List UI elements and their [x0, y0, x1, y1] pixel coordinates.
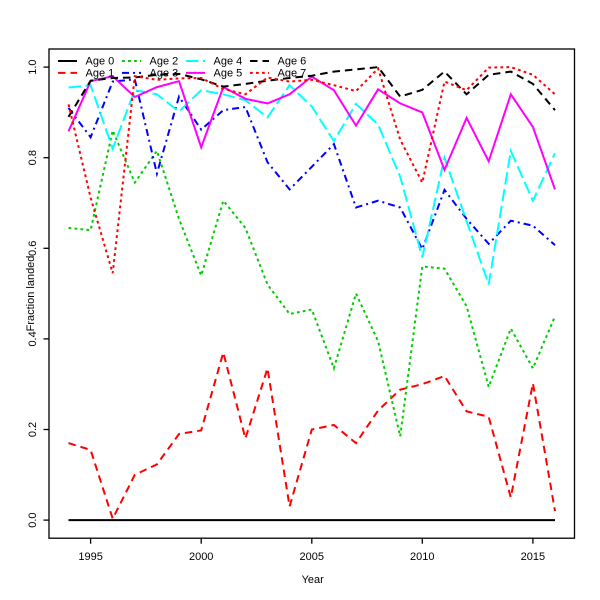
- svg-text:0.6: 0.6: [27, 241, 39, 256]
- svg-text:2015: 2015: [521, 551, 545, 563]
- svg-text:1995: 1995: [78, 551, 102, 563]
- svg-text:Age 2: Age 2: [150, 56, 179, 68]
- svg-text:2000: 2000: [189, 551, 213, 563]
- svg-text:Age 3: Age 3: [150, 68, 179, 80]
- svg-text:Age 0: Age 0: [86, 56, 115, 68]
- svg-text:0.2: 0.2: [27, 422, 39, 437]
- svg-text:0.0: 0.0: [27, 512, 39, 527]
- svg-text:Fraction landed: Fraction landed: [25, 256, 37, 332]
- svg-text:Year: Year: [302, 574, 325, 586]
- svg-text:Age 6: Age 6: [278, 56, 307, 68]
- svg-text:1.0: 1.0: [27, 59, 39, 74]
- svg-text:Age 5: Age 5: [214, 68, 243, 80]
- svg-text:Age 4: Age 4: [214, 56, 243, 68]
- svg-text:0.4: 0.4: [27, 331, 39, 346]
- svg-text:2005: 2005: [300, 551, 324, 563]
- svg-text:0.8: 0.8: [27, 150, 39, 165]
- svg-text:Age 1: Age 1: [86, 68, 115, 80]
- svg-text:Age 7: Age 7: [278, 68, 307, 80]
- svg-text:2010: 2010: [410, 551, 434, 563]
